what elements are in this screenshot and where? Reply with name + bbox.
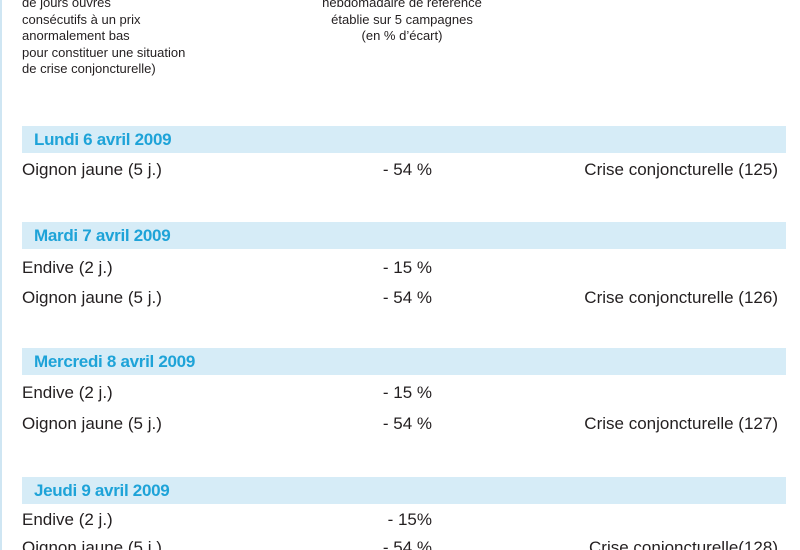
header-line: anormalement bas <box>22 28 130 43</box>
price-gap: - 54 % <box>382 538 432 550</box>
price-gap: - 54 % <box>382 160 432 179</box>
product-name: Endive (2 j.) <box>22 258 113 277</box>
price-gap: - 15% <box>387 510 432 529</box>
product-name: Oignon jaune (5 j.) <box>22 538 162 550</box>
crisis-status: Crise conjoncturelle(128) <box>589 538 778 550</box>
product-name: Endive (2 j.) <box>22 383 113 402</box>
price-gap: - 15 % <box>382 383 432 402</box>
table-row: Oignon jaune (5 j.) - 54 % Crise conjonc… <box>22 286 786 310</box>
header-line: consécutifs à un prix <box>22 11 141 27</box>
table-row: Endive (2 j.) - 15% <box>22 508 786 532</box>
table-row: Oignon jaune (5 j.) - 54 % Crise conjonc… <box>22 412 786 436</box>
header-line: (en % d’écart) <box>361 28 443 43</box>
crisis-status: Crise conjoncturelle (126) <box>584 288 778 307</box>
header-line: hebdomadaire de référence <box>322 0 482 10</box>
table-row: Oignon jaune (5 j.) - 54 % Crise conjonc… <box>22 536 786 550</box>
date-header-tuesday: Mardi 7 avril 2009 <box>22 222 786 249</box>
date-header-thursday: Jeudi 9 avril 2009 <box>22 477 786 504</box>
date-header-monday: Lundi 6 avril 2009 <box>22 126 786 153</box>
header-column-ecart-description: hebdomadaire de référence établie sur 5 … <box>272 0 532 45</box>
header-column-product-description: de jours ouvrés consécutifs à un prix an… <box>22 0 272 78</box>
header-line: de crise conjoncturelle) <box>22 61 156 76</box>
table-row: Endive (2 j.) - 15 % <box>22 256 786 280</box>
price-gap: - 54 % <box>382 414 432 433</box>
price-gap: - 15 % <box>382 258 432 277</box>
product-name: Oignon jaune (5 j.) <box>22 288 162 307</box>
date-header-wednesday: Mercredi 8 avril 2009 <box>22 348 786 375</box>
header-line: de jours ouvrés <box>22 0 111 10</box>
product-name: Oignon jaune (5 j.) <box>22 160 162 179</box>
product-name: Oignon jaune (5 j.) <box>22 414 162 433</box>
header-line: établie sur 5 campagnes <box>331 11 473 27</box>
table-row: Oignon jaune (5 j.) - 54 % Crise conjonc… <box>22 158 786 182</box>
product-name: Endive (2 j.) <box>22 510 113 529</box>
crisis-status: Crise conjoncturelle (125) <box>584 160 778 179</box>
table-row: Endive (2 j.) - 15 % <box>22 381 786 405</box>
crisis-status: Crise conjoncturelle (127) <box>584 414 778 433</box>
header-line: pour constituer une situation <box>22 44 186 60</box>
price-gap: - 54 % <box>382 288 432 307</box>
